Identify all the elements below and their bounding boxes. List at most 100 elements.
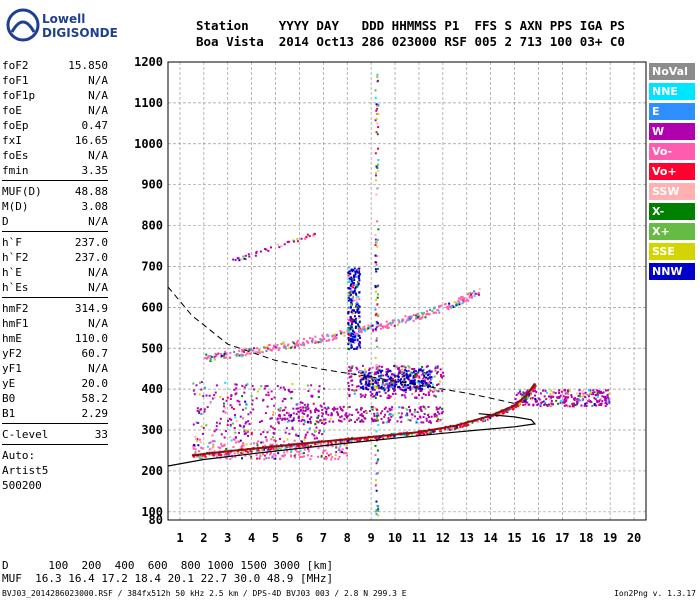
echo-point (348, 393, 351, 396)
param-name: h`F2 (2, 251, 29, 264)
echo-point (289, 455, 292, 458)
interference-point (375, 483, 378, 486)
echo-point (270, 451, 273, 454)
echo-point (349, 369, 352, 372)
echo-point (423, 378, 426, 381)
interference-point (375, 393, 378, 396)
echo-point (315, 435, 318, 438)
echo-point (307, 421, 310, 424)
echo-point (284, 431, 287, 434)
echo-point (348, 270, 351, 273)
echo-point (297, 419, 300, 422)
echo-point (573, 399, 576, 402)
echo-point (349, 272, 352, 275)
echo-point (541, 401, 544, 404)
echo-point (377, 379, 380, 382)
legend-item: NoVal (649, 63, 695, 80)
echo-point (225, 399, 228, 402)
echo-point (234, 455, 237, 458)
echo-point (387, 390, 390, 393)
echo-point (219, 395, 222, 398)
interference-point (374, 479, 377, 482)
echo-point (288, 390, 291, 393)
o-trace-echo (201, 455, 204, 458)
echo-point (550, 404, 553, 407)
echo-point (370, 417, 373, 420)
echo-point (274, 440, 277, 443)
echo-point (418, 394, 421, 397)
echo-point (409, 373, 412, 376)
echo-point (436, 411, 439, 414)
echo-point (423, 375, 426, 378)
param-value: N/A (88, 74, 108, 87)
echo-point (203, 386, 206, 389)
o-trace-echo (309, 444, 312, 447)
echo-point (603, 397, 606, 400)
echo-point (348, 365, 351, 368)
echo-point (550, 389, 553, 392)
second-hop-echo (297, 339, 300, 342)
o-trace-echo (374, 437, 377, 440)
echo-point (544, 403, 547, 406)
echo-point (437, 407, 440, 410)
echo-point (269, 417, 272, 420)
echo-point (572, 397, 575, 400)
echo-point (347, 287, 350, 290)
echo-point (320, 405, 323, 408)
param-value: N/A (88, 215, 108, 228)
x-tick-label: 8 (344, 531, 351, 545)
y-tick-label: 1000 (134, 137, 163, 151)
echo-point (421, 381, 424, 384)
second-hop-echo (215, 354, 218, 357)
echo-point (361, 378, 364, 381)
echo-point (323, 423, 326, 426)
echo-point (601, 395, 604, 398)
interference-point (375, 312, 378, 315)
echo-point (320, 456, 323, 459)
second-hop-echo (267, 344, 270, 347)
o-trace-echo (489, 417, 492, 420)
echo-point (417, 371, 420, 374)
o-trace-echo (202, 454, 205, 457)
echo-point (202, 395, 205, 398)
x-tick-label: 19 (603, 531, 617, 545)
echo-point (596, 399, 599, 402)
echo-point (396, 420, 399, 423)
echo-point (554, 392, 557, 395)
echo-point (360, 376, 363, 379)
echo-point (421, 366, 424, 369)
echo-point (441, 371, 444, 374)
echo-point (384, 387, 387, 390)
o-trace-echo (358, 438, 361, 441)
y-tick-label: 700 (141, 259, 163, 273)
echo-point (272, 413, 275, 416)
echo-point (367, 383, 370, 386)
upper-echo (304, 237, 307, 240)
second-hop-echo (363, 325, 366, 328)
echo-point (230, 418, 233, 421)
echo-point (215, 425, 218, 428)
o-trace-echo (304, 444, 307, 447)
echo-point (390, 415, 393, 418)
echo-point (418, 407, 421, 410)
echo-point (389, 409, 392, 412)
echo-point (370, 371, 373, 374)
param-value: 3.08 (81, 200, 109, 213)
second-hop-echo (333, 337, 336, 340)
echo-point (407, 369, 410, 372)
echo-point (385, 368, 388, 371)
echo-point (267, 457, 270, 460)
legend-item: NNW (649, 263, 695, 280)
legend-item: X- (649, 203, 695, 220)
echo-point (388, 407, 391, 410)
echo-point (404, 391, 407, 394)
echo-point (570, 394, 573, 397)
echo-point (397, 378, 400, 381)
echo-point (600, 404, 603, 407)
echo-point (377, 372, 380, 375)
second-hop-echo (282, 346, 285, 349)
echo-point (260, 385, 263, 388)
o-trace-echo (518, 403, 521, 406)
second-hop-echo (461, 298, 464, 301)
echo-point (277, 414, 280, 417)
